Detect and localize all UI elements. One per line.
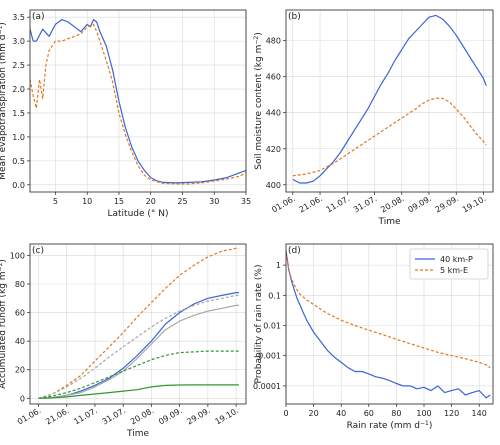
x-tick-label: 11.07. <box>325 194 352 215</box>
y-tick-label: 1.5 <box>12 109 25 118</box>
y-tick-label: 2.5 <box>12 61 25 70</box>
x-tick-label: 60 <box>364 409 374 418</box>
y-tick-label: 0.001 <box>258 352 281 361</box>
y-tick-label: 3.5 <box>12 13 25 22</box>
x-tick-label: 80 <box>391 409 401 418</box>
y-tick-label: 3.0 <box>12 37 25 46</box>
series-line-5 <box>38 350 239 399</box>
y-tick-label: 460 <box>266 73 281 82</box>
x-tick-label: 40 <box>336 409 346 418</box>
x-tick-label: 20.08. <box>379 194 406 215</box>
panel-label: (d) <box>288 246 301 256</box>
panel-label: (b) <box>288 12 301 22</box>
x-tick-label: 0 <box>283 409 288 418</box>
y-tick-label: 0.0 <box>12 181 25 190</box>
x-tick-label: 09.09. <box>406 194 433 215</box>
y-tick-label: 400 <box>266 181 281 190</box>
y-tick-label: 480 <box>266 37 281 46</box>
x-tick-label: 20 <box>309 409 319 418</box>
panel-label: (c) <box>32 246 44 256</box>
y-tick-label: 440 <box>266 109 281 118</box>
y-axis-label: Probability of rain rate (%) <box>254 265 264 384</box>
series-line-2 <box>38 292 239 399</box>
x-tick-label: 29.09. <box>185 406 212 427</box>
series-line-3 <box>38 294 239 399</box>
x-tick-label: 31.07. <box>352 194 379 215</box>
y-tick-label: 0.5 <box>12 157 25 166</box>
y-tick-label: 420 <box>266 145 281 154</box>
x-tick-label: 5 <box>53 197 58 206</box>
x-axis-label: Time <box>126 429 149 439</box>
legend-label: 40 km-P <box>440 255 473 264</box>
series-line-1 <box>30 19 246 184</box>
y-tick-label: 40 <box>15 337 25 346</box>
y-tick-label: 0.0001 <box>253 382 281 391</box>
x-tick-label: 01.06. <box>16 406 43 427</box>
x-tick-label: 25 <box>177 197 187 206</box>
y-tick-label: 0.1 <box>268 291 281 300</box>
y-tick-label: 1 <box>276 261 281 270</box>
y-axis-label: Soil moisture content (kg m−2) <box>253 32 265 169</box>
x-tick-label: 35 <box>241 197 251 206</box>
series-line-2 <box>30 23 246 185</box>
x-axis-label: Time <box>377 217 400 227</box>
legend-label: 5 km-E <box>440 266 468 275</box>
series-line-1 <box>38 247 239 399</box>
series-group <box>30 19 246 185</box>
y-tick-label: 100 <box>10 251 25 260</box>
x-tick-label: 30 <box>209 197 219 206</box>
series-line-2 <box>292 97 487 177</box>
x-tick-label: 09.09. <box>157 406 184 427</box>
x-tick-label: 29.09. <box>434 194 461 215</box>
panel-label: (a) <box>32 12 45 22</box>
plot-frame <box>285 9 494 193</box>
x-tick-label: 31.07. <box>101 406 128 427</box>
x-tick-label: 140 <box>472 409 487 418</box>
y-tick-label: 1.0 <box>12 133 25 142</box>
series-line-4 <box>38 304 239 399</box>
series-line-6 <box>38 384 239 399</box>
y-tick-label: 0.01 <box>263 322 281 331</box>
x-tick-label: 10 <box>82 197 92 206</box>
x-tick-label: 11.07. <box>72 406 99 427</box>
plot-frame <box>29 9 247 193</box>
x-tick-label: 20 <box>146 197 156 206</box>
series-line-2 <box>286 250 491 369</box>
y-tick-label: 60 <box>15 309 25 318</box>
x-tick-label: 21.06. <box>44 406 71 427</box>
y-tick-label: 0 <box>20 394 25 403</box>
x-tick-label: 21.06. <box>298 194 325 215</box>
plot-frame <box>285 243 494 405</box>
series-group <box>292 14 487 184</box>
legend-box <box>409 248 489 280</box>
y-tick-label: 20 <box>15 366 25 375</box>
y-axis-label: Accumulated runoff (kg m−2) <box>0 259 8 389</box>
x-tick-label: 20.08. <box>129 406 156 427</box>
x-tick-label: 19.10. <box>214 406 241 427</box>
y-tick-label: 80 <box>15 280 25 289</box>
x-axis-label: Latitude (° N) <box>107 209 168 219</box>
series-line-1 <box>292 14 487 184</box>
y-tick-label: 2.0 <box>12 85 25 94</box>
x-axis-label: Rain rate (mm d−1) <box>347 420 433 432</box>
plot-frame <box>29 243 247 405</box>
series-group <box>38 247 239 399</box>
y-axis-label: Mean evapotranspiration (mm d−1) <box>0 22 8 180</box>
x-tick-label: 15 <box>114 197 124 206</box>
x-tick-label: 100 <box>416 409 431 418</box>
series-group <box>286 250 491 399</box>
x-tick-label: 19.10. <box>461 194 488 215</box>
x-tick-label: 120 <box>444 409 459 418</box>
x-tick-label: 01.06. <box>270 194 297 215</box>
series-line-1 <box>286 250 491 399</box>
